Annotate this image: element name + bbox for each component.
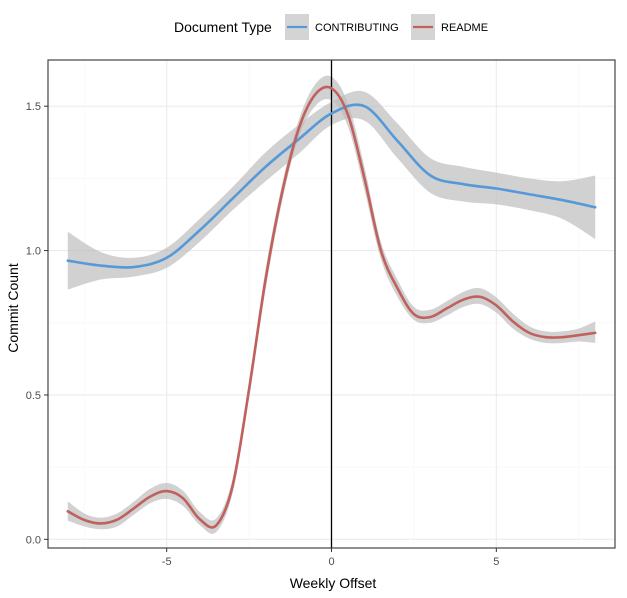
data-point-contributing: [297, 138, 300, 141]
data-point-contributing: [264, 166, 267, 169]
legend-label-readme: README: [441, 22, 488, 34]
data-point-readme: [544, 336, 547, 339]
data-point-readme: [116, 518, 119, 521]
data-point-readme: [429, 316, 432, 319]
data-point-contributing: [462, 183, 465, 186]
data-point-contributing: [198, 229, 201, 232]
confidence-band-readme: [67, 75, 596, 534]
data-point-contributing: [231, 197, 234, 200]
data-point-readme: [132, 507, 135, 510]
x-axis-title: Weekly Offset: [290, 575, 377, 591]
data-point-readme: [330, 87, 333, 90]
data-point-readme: [594, 332, 597, 335]
data-point-readme: [413, 313, 416, 316]
data-point-readme: [446, 307, 449, 310]
data-point-readme: [512, 320, 515, 323]
data-point-readme: [495, 304, 498, 307]
data-point-readme: [182, 497, 185, 500]
data-point-readme: [165, 490, 168, 493]
data-point-contributing: [396, 140, 399, 143]
data-point-readme: [264, 278, 267, 281]
data-point-readme: [363, 177, 366, 180]
data-point-readme: [231, 485, 234, 488]
y-axis-title: Commit Count: [5, 263, 21, 353]
data-point-readme: [561, 336, 564, 339]
series-line-contributing: [66, 103, 597, 269]
data-point-readme: [528, 332, 531, 335]
data-point-readme: [248, 388, 251, 391]
data-point-contributing: [495, 187, 498, 190]
data-point-readme: [462, 298, 465, 301]
legend-label-contributing: CONTRIBUTING: [315, 22, 399, 34]
data-point-readme: [577, 334, 580, 337]
y-tick-label: 1.5: [26, 101, 41, 113]
data-point-contributing: [132, 266, 135, 269]
y-tick-label: 1.0: [26, 246, 41, 258]
y-tick-label: 0.0: [26, 534, 41, 546]
data-point-readme: [83, 519, 86, 522]
plot-area: -5 0 5 0.0 0.5 1.0 1.5: [26, 59, 616, 568]
data-point-contributing: [363, 105, 366, 108]
data-point-readme: [99, 522, 102, 525]
data-point-contributing: [429, 174, 432, 177]
data-point-readme: [347, 114, 350, 117]
series-line-readme: [66, 85, 597, 529]
data-point-readme: [297, 128, 300, 131]
data-point-readme: [149, 495, 152, 498]
data-point-readme: [198, 518, 201, 521]
legend: Document Type CONTRIBUTING README: [174, 14, 488, 40]
data-point-readme: [66, 510, 69, 513]
data-point-contributing: [99, 264, 102, 267]
data-point-readme: [380, 249, 383, 252]
legend-title: Document Type: [174, 19, 272, 35]
data-point-readme: [396, 287, 399, 290]
x-tick-label: 0: [328, 556, 334, 568]
data-point-contributing: [165, 257, 168, 260]
data-point-contributing: [561, 199, 564, 202]
data-point-contributing: [66, 259, 69, 262]
data-point-readme: [281, 192, 284, 195]
x-tick-label: 5: [493, 556, 499, 568]
x-tick-label: -5: [162, 556, 172, 568]
data-point-readme: [215, 524, 218, 527]
data-point-contributing: [528, 193, 531, 196]
y-tick-label: 0.5: [26, 390, 41, 402]
data-point-readme: [479, 295, 482, 298]
confidence-band-contributing: [67, 90, 596, 290]
data-point-readme: [314, 93, 317, 96]
data-point-contributing: [594, 206, 597, 209]
data-point-contributing: [330, 112, 333, 115]
